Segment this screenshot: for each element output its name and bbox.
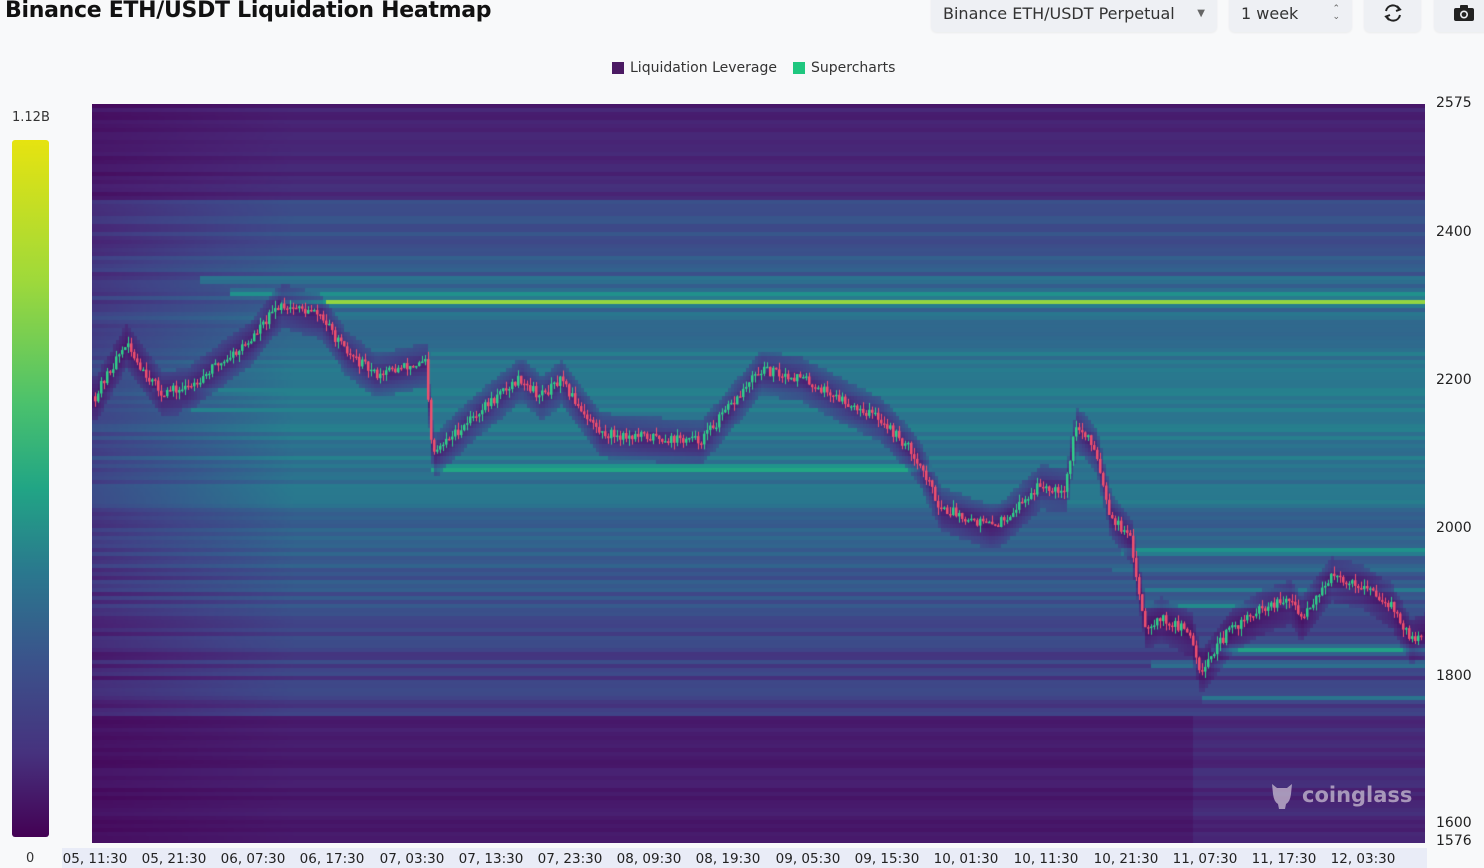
screenshot-button[interactable] <box>1434 0 1484 32</box>
x-tick-label: 06, 17:30 <box>299 851 365 867</box>
x-tick-label: 10, 21:30 <box>1093 851 1159 867</box>
pair-select-value: Binance ETH/USDT Perpetual <box>943 3 1175 23</box>
x-tick-label: 07, 13:30 <box>458 851 524 867</box>
period-select[interactable]: 1 week ⌃ ⌄ <box>1229 0 1352 32</box>
watermark-text: coinglass <box>1302 783 1413 807</box>
x-axis-scrollbar[interactable] <box>62 848 1427 868</box>
coinglass-watermark: coinglass <box>1268 780 1412 810</box>
x-tick-label: 08, 09:30 <box>616 851 682 867</box>
legend-item-liquidation-leverage[interactable]: Liquidation Leverage <box>612 60 777 76</box>
y-tick-label: 2000 <box>1436 520 1472 537</box>
y-tick-label: 1600 <box>1436 815 1472 831</box>
page-title: Binance ETH/USDT Liquidation Heatmap <box>5 0 492 23</box>
y-tick-label: 1800 <box>1436 668 1472 685</box>
legend-item-supercharts[interactable]: Supercharts <box>792 60 896 76</box>
colorbar-max-label: 1.12B <box>12 110 50 125</box>
x-tick-label: 05, 21:30 <box>141 851 207 867</box>
x-tick-label: 08, 19:30 <box>695 851 761 867</box>
chart-legend: Liquidation Leverage Supercharts <box>612 60 905 76</box>
x-tick-label: 09, 15:30 <box>854 851 920 867</box>
x-tick-label: 10, 01:30 <box>933 851 999 867</box>
legend-label: Liquidation Leverage <box>630 60 777 76</box>
x-tick-label: 11, 07:30 <box>1172 851 1238 867</box>
y-tick-label: 2200 <box>1436 372 1472 389</box>
x-tick-label: 07, 23:30 <box>537 851 603 867</box>
x-tick-label: 05, 11:30 <box>62 851 128 867</box>
y-tick-label: 2575 <box>1436 95 1472 111</box>
period-select-value: 1 week <box>1241 3 1299 23</box>
refresh-button[interactable] <box>1364 0 1421 32</box>
colorbar <box>12 140 49 837</box>
x-tick-label: 10, 11:30 <box>1013 851 1079 867</box>
x-tick-label: 09, 05:30 <box>775 851 841 867</box>
legend-swatch-liquidation <box>612 62 624 74</box>
y-tick-label: 2400 <box>1436 224 1472 241</box>
camera-icon <box>1454 5 1474 21</box>
x-tick-label: 11, 17:30 <box>1251 851 1317 867</box>
x-tick-label: 07, 03:30 <box>379 851 445 867</box>
colorbar-min-label: 0 <box>26 851 35 866</box>
x-tick-label: 12, 03:30 <box>1330 851 1396 867</box>
liquidation-heatmap-canvas[interactable] <box>92 104 1425 843</box>
legend-swatch-supercharts <box>792 62 805 74</box>
coinglass-logo-icon <box>1272 784 1292 809</box>
legend-label: Supercharts <box>810 60 896 76</box>
up-down-icon: ⌃ ⌄ <box>1332 4 1340 22</box>
y-tick-label: 1576 <box>1436 833 1472 849</box>
caret-down-icon: ▼ <box>1197 7 1205 19</box>
refresh-icon <box>1383 4 1402 22</box>
x-tick-label: 06, 07:30 <box>220 851 286 867</box>
pair-select[interactable]: Binance ETH/USDT Perpetual ▼ <box>931 0 1217 32</box>
